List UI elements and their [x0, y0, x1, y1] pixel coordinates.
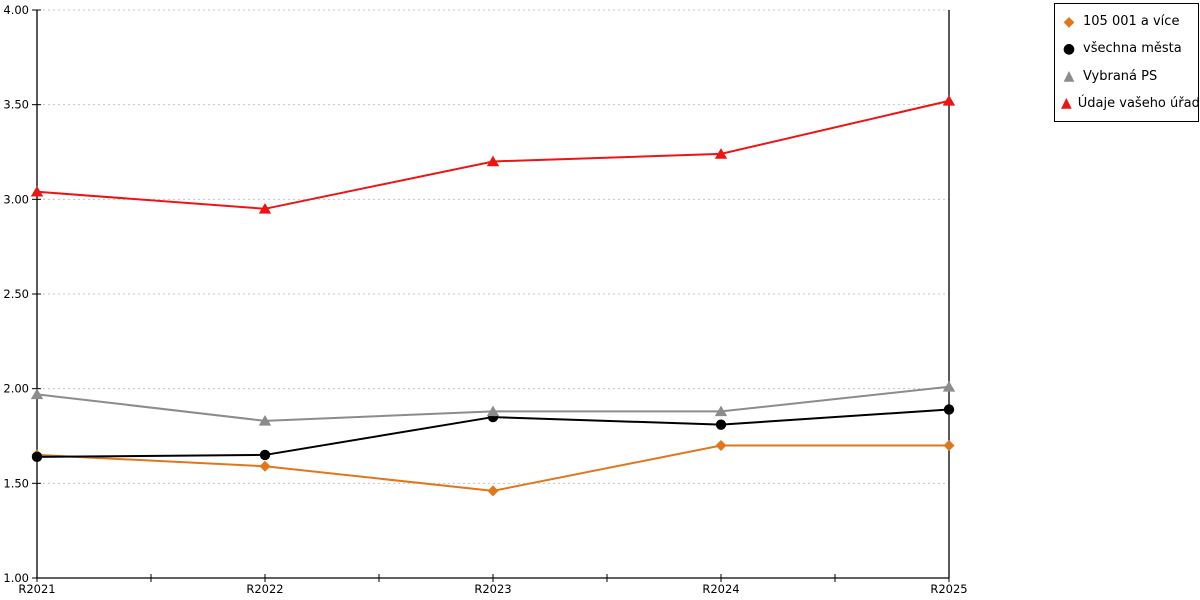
legend: ◆ 105 001 a více ● všechna města ▲ Vybra… — [1054, 3, 1200, 122]
legend-label: Údaje vašeho úřadu — [1077, 95, 1200, 111]
x-tick-label: R2024 — [702, 582, 739, 596]
x-tick-label: R2022 — [246, 582, 283, 596]
legend-item-vybrana-ps: ▲ Vybraná PS — [1061, 69, 1192, 83]
series-3-point-marker — [714, 148, 728, 159]
series-line-0 — [36, 444, 949, 492]
y-tick-label: 3.00 — [3, 192, 29, 206]
legend-item-vsechna-mesta: ● všechna města — [1061, 42, 1192, 56]
triangle-icon: ▲ — [1063, 68, 1075, 85]
series-3-point-marker — [30, 185, 44, 197]
series-3-point-marker — [942, 95, 956, 106]
series-0-point-marker — [715, 439, 727, 451]
x-tick-label: R2025 — [930, 582, 967, 596]
series-0-point-marker — [259, 460, 271, 472]
series-1-point-marker — [259, 449, 271, 461]
circle-icon: ● — [1062, 40, 1076, 57]
y-tick-label: 2.00 — [3, 382, 29, 396]
series-1-point-marker — [715, 419, 727, 430]
series-1-point-marker — [943, 404, 955, 415]
legend-item-udaje-vaseho-uradu: ▲ Údaje vašeho úřadu — [1061, 95, 1200, 112]
y-tick-label: 1.00 — [3, 571, 29, 585]
legend-item-105001-a-vice: ◆ 105 001 a více — [1061, 15, 1192, 29]
series-0-point-marker — [487, 485, 499, 497]
series-2-point-marker — [486, 405, 500, 417]
legend-label: všechna města — [1083, 41, 1182, 57]
y-tick-label: 3.50 — [3, 98, 29, 112]
legend-label: Vybraná PS — [1083, 68, 1158, 84]
x-tick-label: R2021 — [18, 582, 55, 596]
series-2-point-marker — [714, 405, 728, 417]
series-1-point-marker — [31, 451, 43, 463]
series-2-point-marker — [30, 388, 44, 400]
x-tick-label: R2023 — [474, 582, 511, 596]
legend-label: 105 001 a více — [1083, 14, 1180, 30]
series-3-point-marker — [486, 155, 500, 167]
series-0-point-marker — [943, 439, 955, 451]
series-2-point-marker — [258, 415, 272, 426]
y-tick-label: 2.50 — [3, 287, 29, 301]
series-line-3 — [36, 99, 950, 210]
triangle-icon: ▲ — [1061, 95, 1072, 112]
series-2-point-marker — [942, 380, 956, 392]
y-tick-label: 1.50 — [3, 476, 29, 490]
series-3-point-marker — [258, 203, 272, 214]
y-tick-label: 4.00 — [3, 3, 29, 17]
diamond-icon: ◆ — [1063, 13, 1075, 30]
